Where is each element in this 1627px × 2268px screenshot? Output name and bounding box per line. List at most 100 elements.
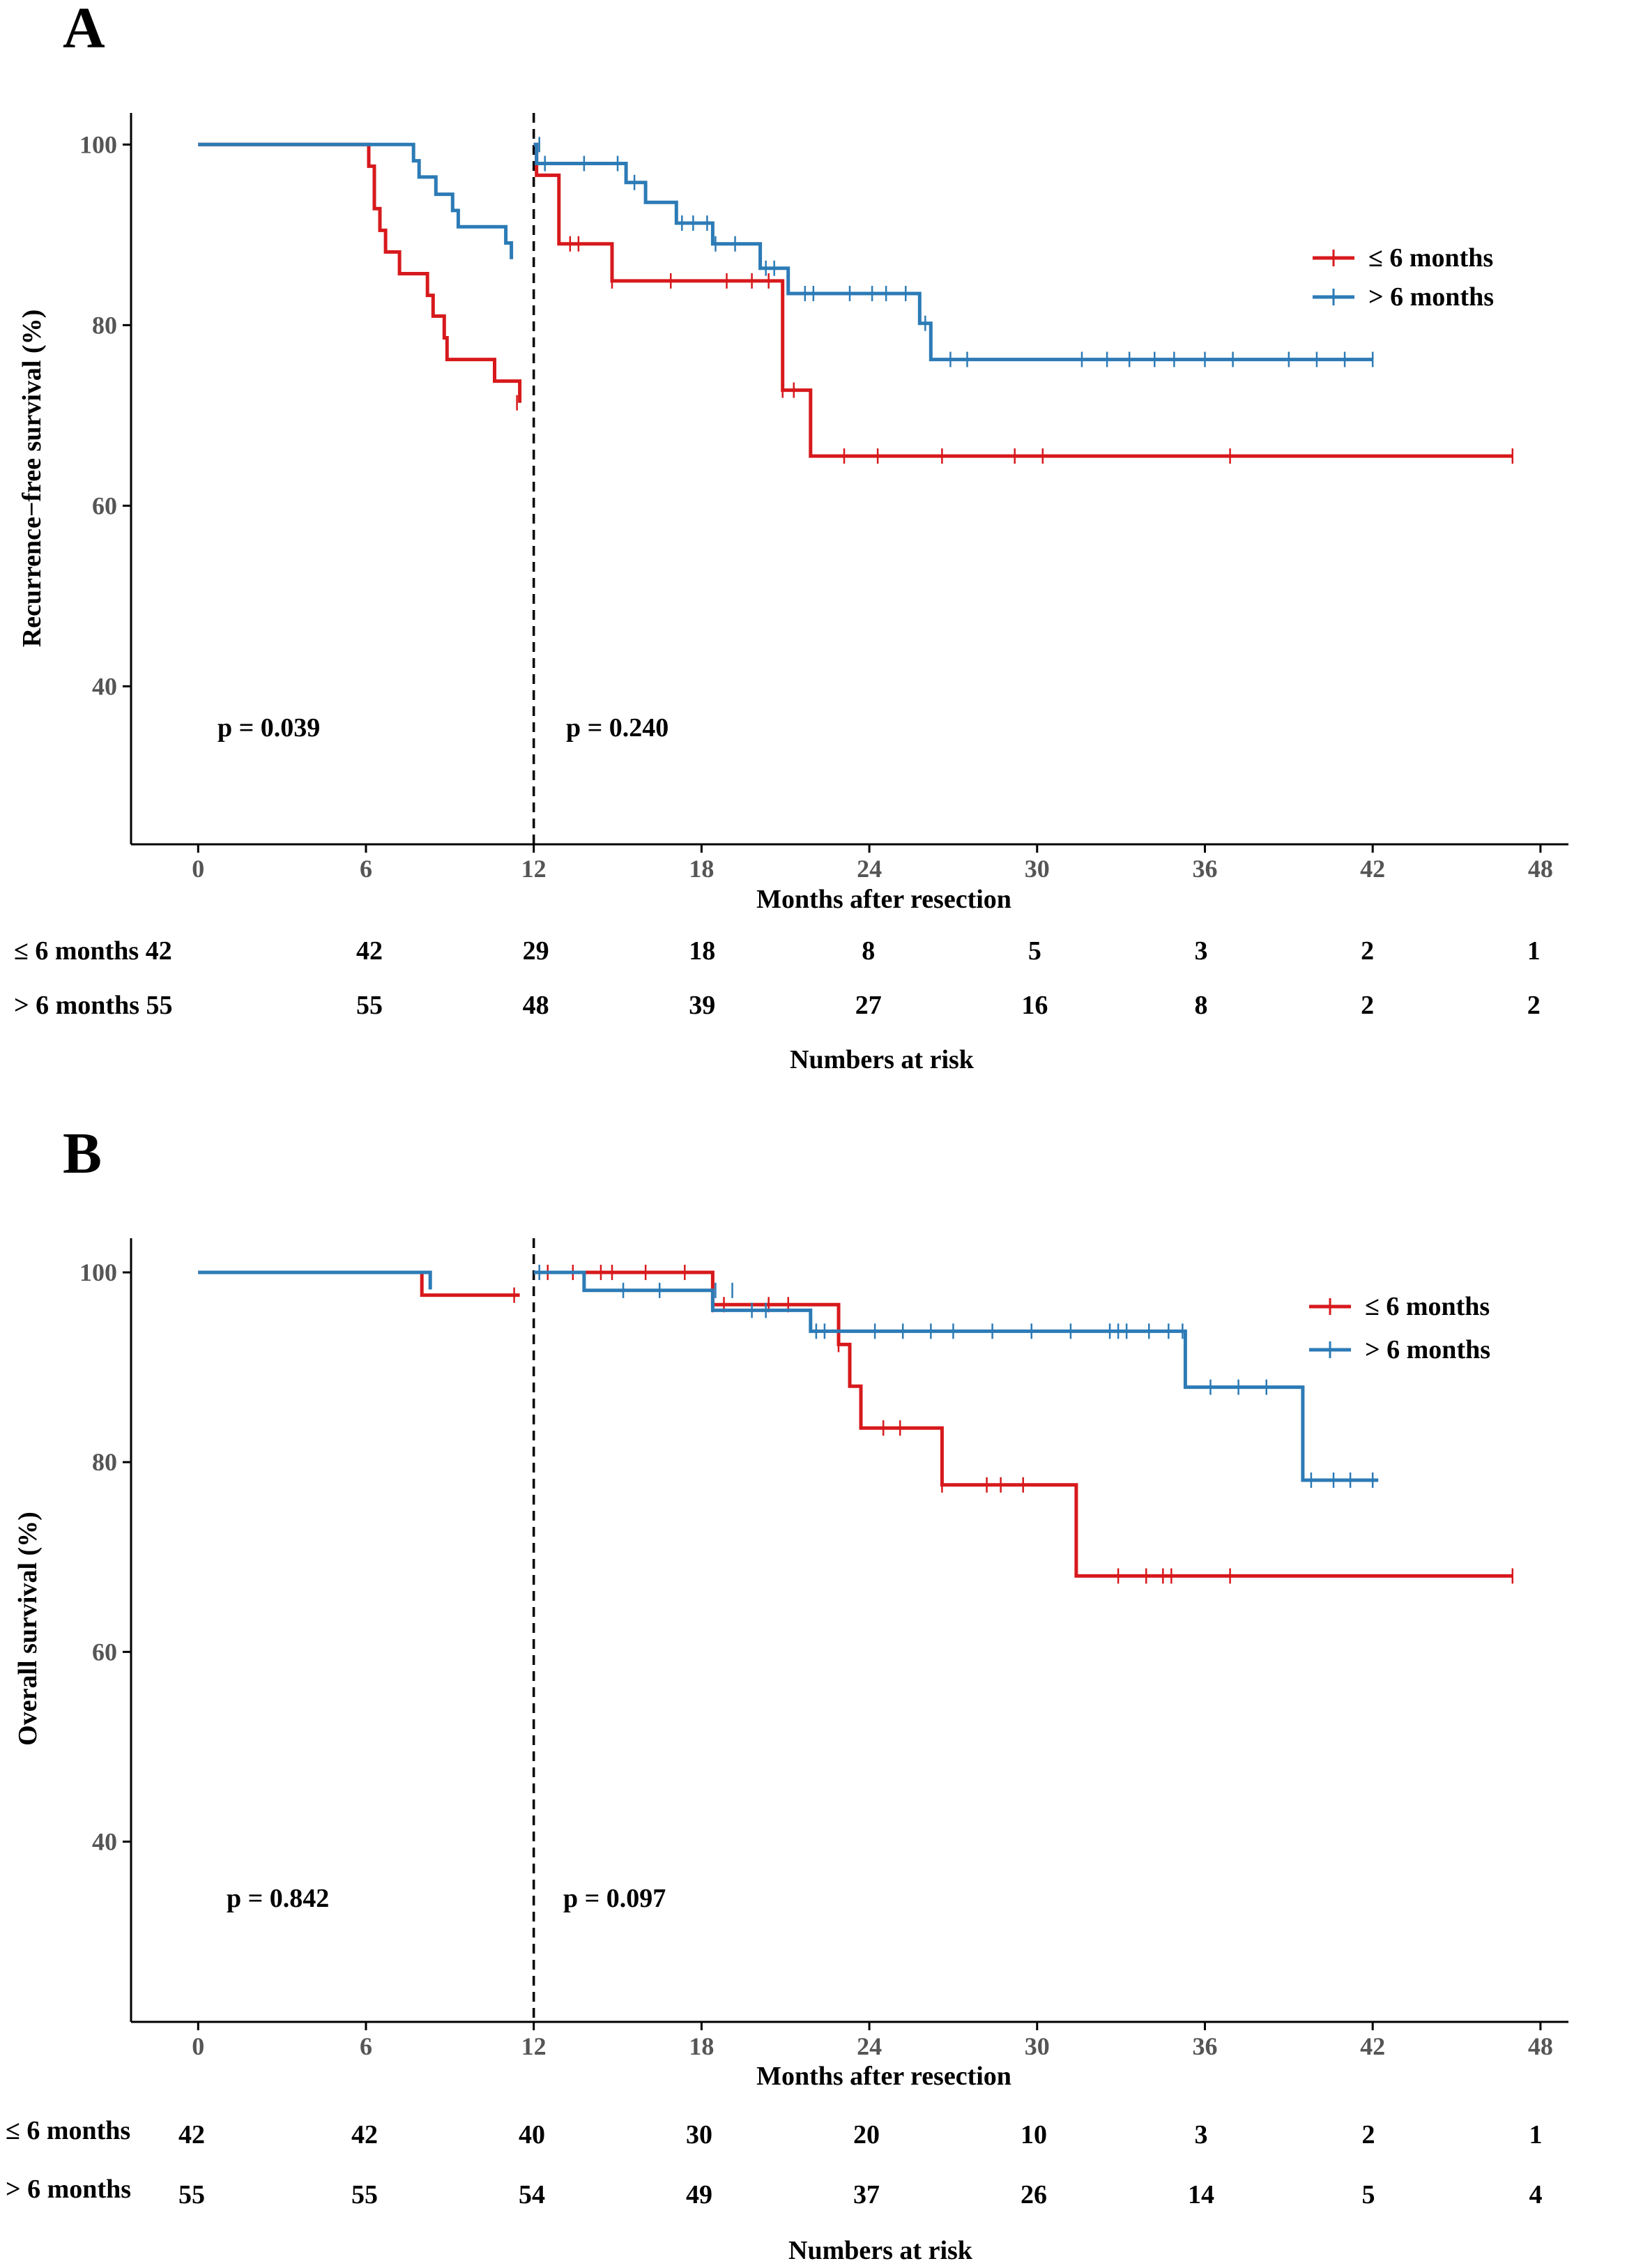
km-curve-le6 [198,142,522,403]
risk-count-le6: 3 [1195,936,1208,966]
x-tick-label: 6 [360,2032,372,2060]
panel-b-risk-values: 42 40 30 20 10 3 2 155 54 49 37 26 14 5 4 [351,2120,1543,2209]
risk-row-n0-le6: 42 [178,2120,205,2149]
panel-a-y-ticks: 40 60 80 100 [79,130,131,700]
series-gt6 [198,1264,1379,1488]
panel-a-x-axis-title: Months after resection [756,885,1011,914]
km-curve-le6 [533,142,1513,458]
risk-count-le6: 1 [1529,2120,1543,2149]
km-curve-gt6 [533,1270,1379,1482]
panel-a-curves [198,137,1514,464]
x-tick-label: 30 [1025,855,1050,883]
y-tick-label: 100 [79,1258,117,1286]
x-tick-label: 0 [192,2032,204,2060]
x-tick-label: 48 [1528,2032,1553,2060]
panel-b-y-axis-title: Overall survival (%) [13,1512,43,1746]
series-le6 [198,142,1514,464]
y-tick-label: 60 [92,1638,117,1666]
risk-count-le6: 42 [351,2120,378,2149]
risk-count-le6: 20 [853,2120,880,2149]
x-tick-label: 12 [521,855,547,883]
km-curve-gt6 [198,142,514,259]
km-curve-le6 [198,1270,520,1297]
x-tick-label: 42 [1360,2032,1385,2060]
panel-a-x-ticks: 0 6 12 18 24 30 36 42 48 [192,844,1553,883]
panel-a-risk-values: 42 29 18 8 5 3 2 1 55 48 39 27 16 8 2 2 [356,936,1541,1020]
risk-count-gt6: 55 [351,2180,378,2209]
risk-count-le6: 29 [523,936,549,966]
series-le6 [198,1264,1514,1584]
risk-count-gt6: 49 [686,2180,712,2209]
risk-count-gt6: 48 [523,991,549,1020]
risk-row-label-le6: ≤ 6 months [6,2116,130,2145]
risk-count-gt6: 5 [1362,2180,1375,2209]
risk-count-gt6: 4 [1529,2180,1543,2209]
x-tick-label: 36 [1192,2032,1217,2060]
panel-a-legend-item-gt6: > 6 months [1313,282,1494,312]
x-tick-label: 42 [1360,855,1385,883]
km-curve-le6 [533,1270,1513,1578]
risk-count-gt6: 54 [519,2180,545,2209]
risk-row-n0-gt6: 55 [178,2180,205,2209]
risk-count-le6: 2 [1361,936,1374,966]
panel-a-p-value-late: p = 0.240 [566,713,669,743]
y-tick-label: 100 [79,130,117,158]
risk-count-le6: 3 [1195,2120,1208,2149]
risk-count-gt6: 27 [855,991,882,1020]
panel-b-letter: B [63,1121,102,1186]
x-tick-label: 24 [857,2032,882,2060]
x-tick-label: 48 [1528,855,1553,883]
risk-count-le6: 8 [862,936,875,966]
panel-a-letter: A [63,0,105,61]
panel-a-y-axis-title: Recurrence−free survival (%) [17,310,47,648]
risk-count-gt6: 26 [1021,2180,1047,2209]
panel-b-legend-item-gt6: > 6 months [1309,1335,1490,1364]
x-tick-label: 36 [1192,855,1217,883]
risk-count-le6: 1 [1527,936,1541,966]
panel-b-p-value-early: p = 0.842 [227,1884,329,1913]
panel-b-x-axis-title: Months after resection [756,2062,1011,2091]
panel-a-axes [130,113,1568,846]
risk-count-gt6: 8 [1195,991,1208,1020]
x-tick-label: 12 [521,2032,547,2060]
panel-b-legend-item-le6: ≤ 6 months [1309,1292,1490,1321]
panel-b-y-ticks: 40 60 80 100 [79,1258,131,1855]
x-tick-label: 30 [1025,2032,1050,2060]
x-tick-label: 18 [689,2032,714,2060]
risk-count-gt6: 39 [689,991,715,1020]
y-tick-label: 60 [92,492,117,519]
risk-count-le6: 40 [519,2120,545,2149]
x-tick-label: 0 [192,855,204,883]
risk-row-label-le6: ≤ 6 months 42 [14,936,172,966]
risk-count-gt6: 16 [1021,991,1048,1020]
panel-b-x-ticks: 0 6 12 18 24 30 36 42 48 [192,2022,1553,2060]
risk-count-le6: 30 [686,2120,712,2149]
legend-label-gt6: > 6 months [1368,282,1494,312]
legend-label-le6: ≤ 6 months [1368,243,1493,273]
x-tick-label: 6 [360,855,372,883]
panel-a-p-value-early: p = 0.039 [217,713,320,743]
panel-b-p-value-late: p = 0.097 [563,1884,666,1913]
panel-a-risk-title: Numbers at risk [790,1045,975,1074]
risk-count-le6: 2 [1362,2120,1375,2149]
legend-label-le6: ≤ 6 months [1365,1292,1490,1321]
panel-b-legend: ≤ 6 months > 6 months [1309,1292,1490,1364]
legend-label-gt6: > 6 months [1365,1335,1490,1364]
risk-count-gt6: 14 [1188,2180,1214,2209]
panel-a-risk-table: ≤ 6 months 42 > 6 months 55 42 29 18 8 5 3 2 1 5… [14,936,1541,1074]
series-gt6 [198,137,1374,367]
km-curve-gt6 [533,142,1373,362]
risk-count-le6: 5 [1028,936,1041,966]
y-tick-label: 80 [92,1448,117,1476]
risk-count-gt6: 37 [853,2180,880,2209]
y-tick-label: 40 [92,672,117,700]
risk-count-gt6: 55 [356,991,383,1020]
risk-row-label-gt6: > 6 months 55 [14,991,173,1020]
km-curve-gt6 [198,1270,432,1290]
panel-a-legend: ≤ 6 months > 6 months [1313,243,1494,312]
y-tick-label: 40 [92,1827,117,1855]
risk-count-gt6: 2 [1361,991,1374,1020]
